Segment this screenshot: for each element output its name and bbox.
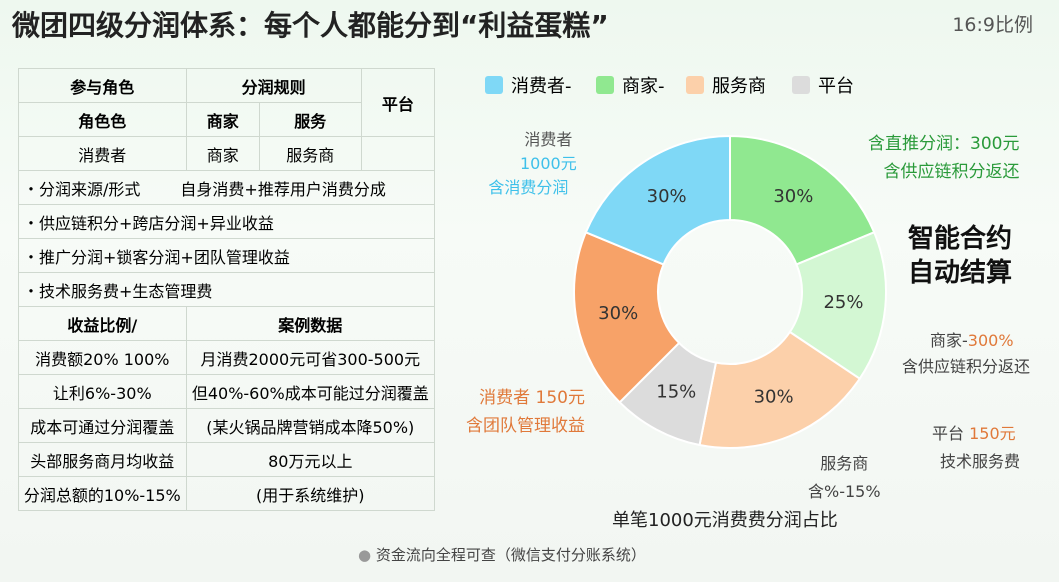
- annotation: 消费者 1000元含消费分润: [488, 128, 577, 200]
- annotation-text: 150元: [969, 424, 1016, 443]
- ratio: 16:9比例: [952, 14, 1033, 36]
- annotation: 服务商含%-15%: [808, 450, 881, 506]
- annotation-line: 技术服务费: [940, 452, 1021, 471]
- cell: 成本可通过分润覆盖: [18, 408, 187, 443]
- legend-item: 服务商: [686, 72, 766, 98]
- legend-label: 平台: [818, 76, 854, 97]
- legend-swatch: [686, 76, 704, 94]
- legend-item: 消费者-: [485, 72, 572, 98]
- annotation-line: 消费者 150元: [479, 388, 585, 408]
- annotation-line: 1000元: [520, 154, 577, 173]
- cell: 头部服务商月均收益: [18, 442, 187, 477]
- annotation-line: 含供应链积分返还: [883, 162, 1020, 182]
- legend-swatch: [596, 76, 614, 94]
- donut-segment: [698, 330, 862, 449]
- annotation-line: 含团队管理收益: [466, 416, 585, 436]
- annotation-line: 自动结算: [908, 258, 1013, 288]
- cell: 角色色: [18, 102, 187, 137]
- annotation-text: 300%: [967, 331, 1014, 350]
- cell: 商家: [185, 102, 260, 137]
- annotation: 智能合约 自动结算: [908, 222, 1012, 290]
- annotation-text: 平台: [932, 424, 965, 443]
- legend-label: 服务商: [712, 76, 766, 97]
- annotation: 平台 150元技术服务费: [932, 420, 1020, 476]
- cell: 分润总额的10%-15%: [18, 476, 187, 511]
- footer-text: 资金流向全程可查（微信支付分账系统）: [375, 546, 646, 564]
- footer: ● 资金流向全程可查（微信支付分账系统）: [358, 546, 646, 564]
- value-label: 15%: [656, 382, 696, 403]
- cell: 收益比例/: [18, 306, 187, 341]
- annotation: 消费者 150元含团队管理收益: [466, 384, 585, 440]
- title: 微团四级分润体系：每个人都能分到“利益蛋糕”: [12, 9, 609, 42]
- cell: 消费者: [18, 136, 187, 171]
- cell: 让利6%-30%: [18, 374, 187, 409]
- cell: 供应链积分+跨店分润+异业收益: [18, 204, 435, 239]
- annotation: 商家-300% 含供应链积分返还: [902, 328, 1030, 380]
- cell: 案例数据: [185, 306, 436, 341]
- annotation-line: 智能合约: [908, 224, 1013, 254]
- legend-swatch: [792, 76, 810, 94]
- cell: (某火锅品牌营销成本降50%): [185, 408, 436, 443]
- caption: 单笔1000元消费费分润占比: [612, 510, 838, 531]
- cell: 服务: [258, 102, 362, 137]
- donut-segment: [584, 134, 731, 266]
- legend-item: 平台: [792, 72, 854, 98]
- value-label: 25%: [823, 292, 863, 313]
- legend-label: 商家-: [622, 76, 665, 97]
- annotation: 含直推分润：300元含供应链积分返还: [868, 130, 1019, 186]
- legend-item: 商家-: [596, 72, 665, 98]
- donut-segment: [788, 230, 887, 381]
- annotation-line: 含消费分润: [488, 178, 569, 197]
- cell: 技术服务费+生态管理费: [18, 272, 435, 307]
- value-label: 30%: [598, 303, 638, 324]
- value-label: 30%: [647, 186, 687, 207]
- annotation-line: 含直推分润：300元: [868, 134, 1020, 154]
- cell: (用于系统维护): [185, 476, 436, 511]
- annotation-line: 消费者: [524, 130, 573, 149]
- cell: 80万元以上: [185, 442, 436, 477]
- value-label: 30%: [773, 186, 813, 207]
- cell: 但40%-60%成本可能过分润覆盖: [185, 374, 436, 409]
- annotation-line: 含供应链积分返还: [902, 357, 1031, 376]
- donut-segment: [573, 230, 681, 404]
- annotation-text: 商家-: [930, 331, 968, 350]
- cell: 服务商: [258, 136, 362, 171]
- donut-segment: [729, 134, 876, 266]
- value-label: 30%: [754, 386, 794, 407]
- cell: 分润来源/形式: [23, 180, 140, 199]
- annotation-line: 含%-15%: [808, 482, 881, 501]
- legend-label: 消费者-: [511, 76, 572, 97]
- cell: 推广分润+锁客分润+团队管理收益: [18, 238, 435, 273]
- cell: 自身消费+推荐用户消费分成: [180, 179, 386, 199]
- annotation-line: 服务商: [820, 454, 869, 473]
- legend-swatch: [485, 76, 503, 94]
- cell: 月消费2000元可省300-500元: [185, 340, 436, 375]
